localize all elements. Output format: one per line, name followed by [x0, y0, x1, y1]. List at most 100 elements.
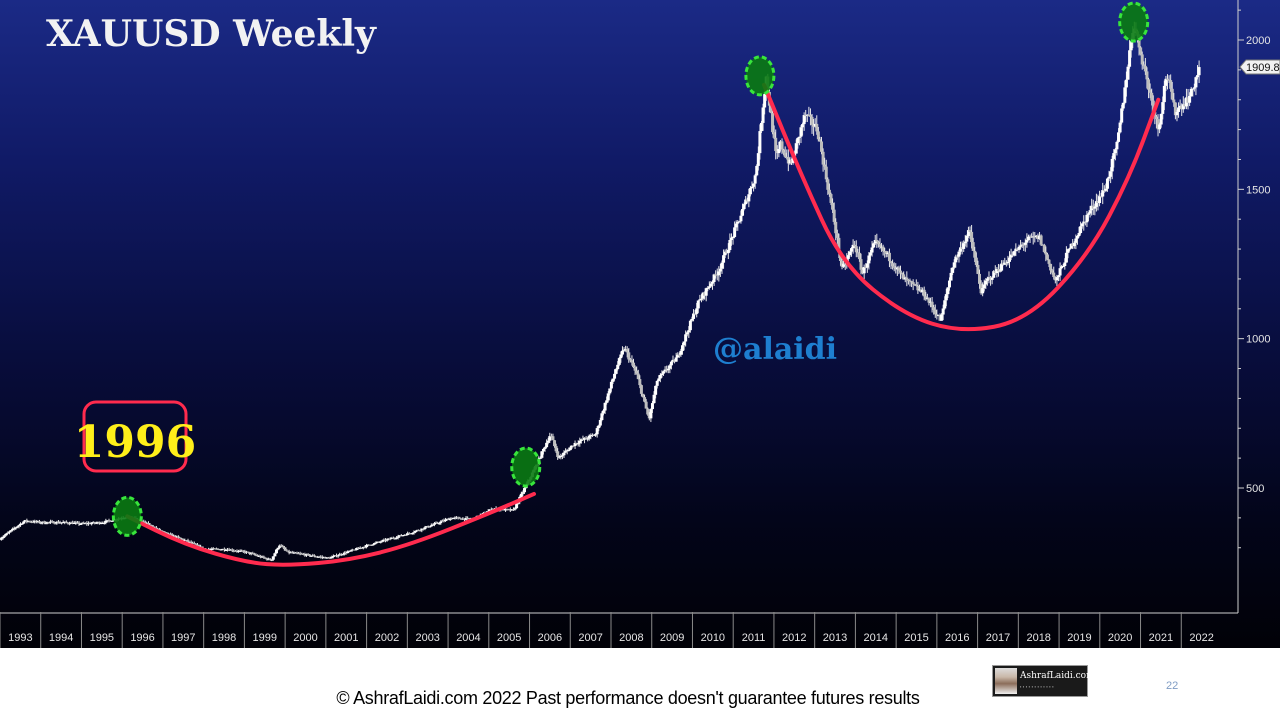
candle [820, 136, 824, 155]
candle [938, 313, 942, 321]
candle [1045, 252, 1049, 261]
candle-body [990, 277, 994, 280]
candle [736, 220, 740, 231]
candle [834, 218, 838, 241]
candle [322, 556, 326, 559]
candle-body [4, 533, 8, 536]
candle-body [1148, 89, 1152, 93]
candle-body [821, 151, 825, 165]
x-tick-label: 1998 [212, 632, 236, 644]
candle [900, 272, 904, 279]
candle [1079, 221, 1083, 235]
candle [374, 541, 378, 545]
candle [733, 221, 737, 239]
candle-body [570, 445, 574, 448]
candle-body [165, 532, 169, 535]
candle [436, 521, 440, 524]
candle-body [409, 533, 413, 535]
x-tick-label: 1993 [8, 632, 32, 644]
candle [1060, 264, 1064, 270]
candle [237, 549, 241, 553]
candle-body [1063, 262, 1067, 267]
candle-body [731, 236, 735, 238]
candle-body [222, 548, 226, 551]
candle-body [507, 509, 511, 511]
candle-body [973, 250, 977, 258]
candle-body [960, 247, 964, 249]
candle-body [715, 274, 719, 276]
candle-body [333, 555, 337, 557]
candle-body [393, 538, 397, 540]
candle [1006, 255, 1010, 266]
candle-body [1177, 107, 1181, 112]
y-tick-label: 1000 [1246, 334, 1270, 346]
candle-body [772, 132, 776, 138]
candle [314, 555, 318, 558]
candle [227, 547, 231, 551]
candle-body [611, 378, 615, 382]
candle [1083, 221, 1087, 226]
candle [268, 558, 272, 561]
candle-body [616, 364, 620, 370]
candle [1053, 276, 1057, 284]
candle-body [690, 318, 694, 321]
candle-body [90, 523, 94, 525]
candle-body [147, 522, 151, 526]
candle [1142, 61, 1146, 69]
candle-body [232, 550, 236, 552]
candle [15, 526, 19, 529]
candle-body [37, 521, 41, 523]
candle-body [666, 368, 670, 371]
candle-body [177, 536, 181, 538]
candle-body [186, 540, 190, 542]
candle-body [99, 523, 103, 525]
last-price-tag-shape [1239, 59, 1280, 75]
candle-body [887, 252, 891, 262]
candle-body [1140, 54, 1144, 65]
candle [523, 486, 527, 494]
candle [371, 544, 375, 546]
candle [304, 553, 308, 557]
candle [977, 269, 981, 289]
candle-body [605, 400, 609, 403]
candle-body [7, 531, 11, 533]
candle [225, 548, 229, 552]
candle-body [142, 521, 146, 523]
candle [211, 547, 215, 551]
candle-body [668, 365, 672, 369]
candle [507, 508, 511, 511]
candle-body [883, 250, 887, 252]
candle [824, 159, 828, 183]
candle-body [778, 141, 782, 150]
candle-body [1129, 41, 1133, 51]
candle-body [79, 523, 83, 525]
candle [361, 546, 365, 550]
candle-body [1159, 113, 1163, 125]
candle-body [1104, 188, 1108, 191]
candle-body [992, 271, 996, 278]
candle [797, 136, 801, 146]
candle [1167, 75, 1171, 83]
candle [654, 385, 658, 399]
candle [742, 202, 746, 211]
candle [1082, 215, 1086, 231]
candle [346, 550, 350, 554]
candle [1019, 239, 1023, 250]
candle [663, 366, 667, 373]
candle [690, 316, 694, 322]
candle [420, 528, 424, 533]
candle-body [173, 535, 177, 538]
candle-body [1012, 251, 1016, 256]
candle-body [1112, 153, 1116, 159]
candle-body [1178, 105, 1182, 108]
candle-body [191, 543, 195, 545]
candle [865, 260, 869, 273]
candle-body [685, 332, 689, 335]
candle [444, 517, 448, 522]
candle [910, 281, 914, 288]
candle [178, 537, 182, 539]
candle-body [33, 521, 37, 523]
candle-body [1008, 257, 1012, 262]
candle [429, 523, 433, 527]
candle-body [12, 528, 16, 530]
